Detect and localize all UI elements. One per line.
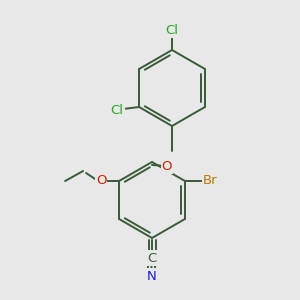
Text: Br: Br <box>202 175 217 188</box>
Text: Cl: Cl <box>111 103 124 116</box>
Text: O: O <box>96 175 106 188</box>
Text: O: O <box>162 160 172 172</box>
Text: Cl: Cl <box>166 23 178 37</box>
Text: C: C <box>147 251 157 265</box>
Text: N: N <box>147 269 157 283</box>
